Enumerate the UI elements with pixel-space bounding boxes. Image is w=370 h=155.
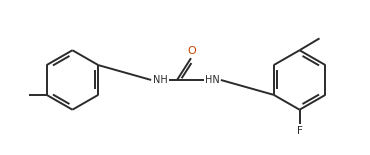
Text: NH: NH [153, 75, 168, 85]
Text: F: F [297, 126, 303, 136]
Text: HN: HN [205, 75, 220, 85]
Text: O: O [188, 46, 196, 56]
